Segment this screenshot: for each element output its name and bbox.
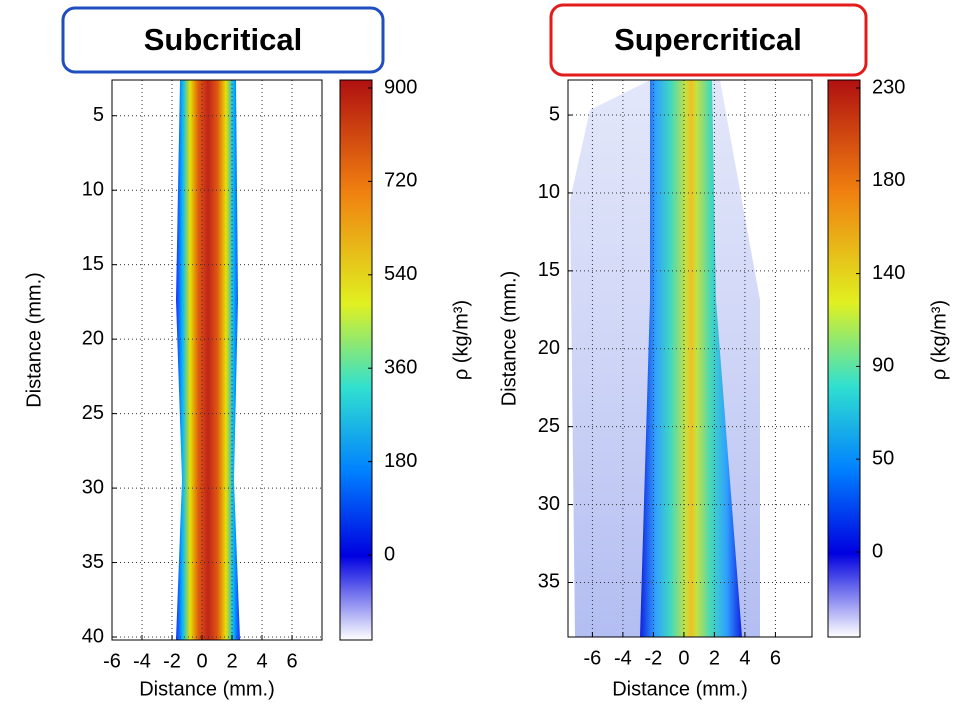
panel-title: Supercritical: [614, 22, 802, 57]
colorbar-tick-label: 180: [384, 450, 417, 472]
y-tick-label: 15: [82, 253, 104, 275]
colorbar-tick-label: 720: [384, 170, 417, 192]
colorbar-label: ρ (kg/m³): [928, 300, 950, 380]
title-box: [549, 3, 868, 77]
y-axis-label: Distance (mm.): [498, 271, 520, 407]
x-tick-label: -4: [133, 650, 151, 672]
x-tick-label: -2: [645, 647, 663, 669]
colorbar-tick-label: 140: [872, 262, 905, 284]
colorbar-tick-label: 90: [872, 355, 894, 377]
colorbar-tick-label: 360: [384, 356, 417, 378]
y-tick-label: 25: [538, 415, 560, 437]
x-tick-label: 6: [286, 650, 297, 672]
y-tick-label: 5: [549, 103, 560, 125]
plot-frame: [111, 79, 323, 641]
y-axis-label: Distance (mm.): [23, 272, 45, 408]
x-tick-label: 4: [256, 650, 267, 672]
plot-frame: [567, 79, 813, 638]
x-tick-label: 0: [196, 650, 207, 672]
colorbar-label: ρ (kg/m³): [450, 300, 472, 380]
x-axis-label: Distance (mm.): [612, 678, 748, 700]
x-tick-label: 0: [678, 647, 689, 669]
x-tick-label: -4: [614, 647, 632, 669]
x-axis-label: Distance (mm.): [139, 678, 275, 700]
density-field: [640, 80, 742, 637]
x-tick-label: 6: [770, 647, 781, 669]
y-tick-label: 40: [82, 625, 104, 647]
colorbar-tick-label: 0: [872, 540, 883, 562]
colorbar-tick-label: 540: [384, 263, 417, 285]
y-tick-label: 10: [82, 178, 104, 200]
panel-title: Subcritical: [144, 22, 303, 57]
x-tick-label: 4: [739, 647, 750, 669]
colorbar-tick-label: 900: [384, 76, 417, 98]
colorbar-tick-label: 180: [872, 169, 905, 191]
density-field: [176, 80, 240, 640]
x-tick-label: 2: [226, 650, 237, 672]
y-tick-label: 30: [538, 493, 560, 515]
y-tick-label: 20: [82, 327, 104, 349]
y-tick-label: 15: [538, 259, 560, 281]
colorbar: [827, 79, 861, 638]
y-tick-label: 30: [82, 476, 104, 498]
y-tick-label: 10: [538, 181, 560, 203]
x-tick-label: -2: [163, 650, 181, 672]
y-tick-label: 35: [538, 571, 560, 593]
title-box: [61, 6, 385, 74]
x-tick-label: -6: [103, 650, 121, 672]
y-tick-label: 20: [538, 337, 560, 359]
y-tick-label: 35: [82, 551, 104, 573]
y-tick-label: 25: [82, 402, 104, 424]
x-tick-label: -6: [584, 647, 602, 669]
x-tick-label: 2: [709, 647, 720, 669]
colorbar-tick-label: 230: [872, 76, 905, 98]
y-tick-label: 5: [93, 104, 104, 126]
colorbar-tick-label: 50: [872, 447, 894, 469]
colorbar-tick-label: 0: [384, 543, 395, 565]
colorbar: [339, 79, 373, 641]
